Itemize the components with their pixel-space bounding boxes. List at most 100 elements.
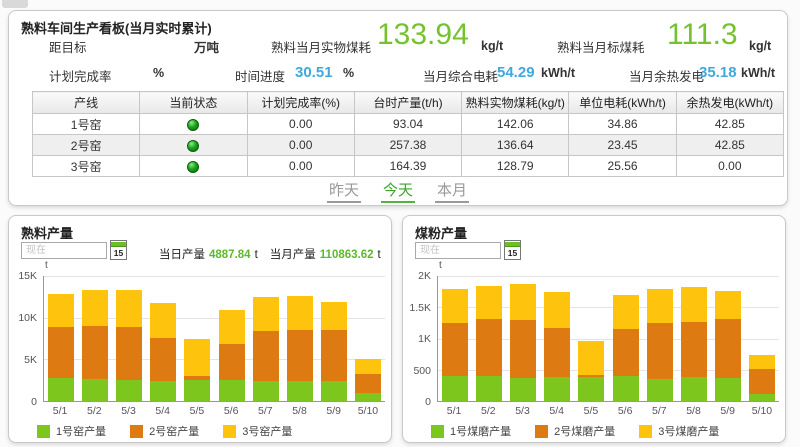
line-name-cell: 3号窑 xyxy=(31,155,141,177)
legend-label: 2号煤磨产量 xyxy=(554,426,616,438)
x-tick-label: 5/7 xyxy=(258,405,273,417)
bar-segment xyxy=(48,377,75,401)
legend-item[interactable]: 3号煤磨产量 xyxy=(639,423,719,439)
bar-segment xyxy=(578,377,605,401)
table-header-cell: 台时产量(t/h) xyxy=(353,91,463,114)
gridline xyxy=(438,338,779,340)
status-green-dot-icon xyxy=(187,139,200,152)
bar-segment xyxy=(48,326,75,378)
metric-unit-actual-coal: kg/t xyxy=(481,39,504,53)
bar-5/4 xyxy=(544,276,571,401)
legend-swatch-icon xyxy=(130,424,144,438)
y-tick-label: 0 xyxy=(425,396,431,408)
tab-yesterday[interactable]: 昨天 xyxy=(326,179,361,203)
legend-label: 1号煤磨产量 xyxy=(450,426,512,438)
bar-5/10 xyxy=(354,276,381,401)
bar-segment xyxy=(748,369,775,394)
bar-5/7 xyxy=(252,276,279,401)
y-tick-label: 15K xyxy=(18,270,37,282)
bar-segment xyxy=(286,380,313,401)
production-line-table: 产线 当前状态 计划完成率(%) 台时产量(t/h) 熟料实物煤耗(kg/t) 单位电耗(… xyxy=(31,91,785,177)
y-tick-label: 10K xyxy=(18,312,37,324)
x-tick-label: 5/10 xyxy=(357,405,379,417)
daily-output-value: 4887.84 xyxy=(209,249,251,261)
bar-5/6 xyxy=(612,276,639,401)
x-tick-label: 5/2 xyxy=(481,405,496,417)
bar-segment xyxy=(320,381,347,401)
chart-legend: 1号煤磨产量 2号煤磨产量 3号煤磨产量 xyxy=(431,423,719,439)
bar-segment xyxy=(82,325,109,380)
monthly-output-value: 110863.62 xyxy=(319,249,374,261)
legend-item[interactable]: 2号窑产量 xyxy=(130,423,199,439)
x-tick-label: 5/3 xyxy=(515,405,530,417)
status-green-dot-icon xyxy=(187,118,200,131)
status-cell xyxy=(139,134,248,156)
bar-segment xyxy=(442,322,469,376)
x-tick-label: 5/4 xyxy=(549,405,565,417)
bar-5/2 xyxy=(476,276,503,401)
gridline xyxy=(438,276,779,277)
value-cell: 257.38 xyxy=(353,134,463,156)
production-summary: 当日产量 4887.84 t 当月产量 110863.62 t xyxy=(159,246,381,262)
bar-segment xyxy=(510,320,537,379)
bar-segment xyxy=(116,380,143,401)
x-tick-label: 5/5 xyxy=(189,405,205,417)
bar-5/1 xyxy=(442,276,469,401)
bar-segment xyxy=(82,290,109,326)
bar-segment xyxy=(544,327,571,378)
value-cell: 25.56 xyxy=(568,155,677,177)
bar-5/4 xyxy=(150,276,177,401)
y-tick-label: 5K xyxy=(24,354,37,366)
bar-5/8 xyxy=(680,276,707,401)
bar-5/3 xyxy=(510,276,537,401)
x-axis-labels: 5/1 5/2 5/3 5/4 5/5 5/6 5/7 5/8 5/9 5/10 xyxy=(437,405,779,417)
bar-segment xyxy=(612,376,639,401)
monthly-output-unit: t xyxy=(377,249,381,261)
x-tick-label: 5/8 xyxy=(686,405,701,417)
chart-title: 煤粉产量 xyxy=(415,226,468,241)
legend-item[interactable]: 1号窑产量 xyxy=(37,423,106,439)
value-cell: 42.85 xyxy=(675,113,785,135)
legend-swatch-icon xyxy=(535,424,549,438)
bar-segment xyxy=(442,376,469,401)
value-cell: 0.00 xyxy=(675,155,785,177)
bar-5/10 xyxy=(748,276,775,401)
gridline xyxy=(44,276,385,277)
metric-label-target-gap: 距目标 xyxy=(49,41,87,55)
bar-segment xyxy=(150,302,177,338)
value-cell: 34.86 xyxy=(568,113,677,135)
calendar-icon[interactable]: 15 xyxy=(110,240,127,260)
x-tick-label: 5/9 xyxy=(326,405,342,417)
x-tick-label: 5/1 xyxy=(52,405,68,417)
bar-segment xyxy=(354,359,381,374)
status-green-dot-icon xyxy=(187,160,200,173)
bar-segment xyxy=(578,340,605,375)
table-header-cell: 产线 xyxy=(31,91,141,114)
metric-label-plan-rate: 计划完成率 xyxy=(49,70,112,84)
bar-segment xyxy=(680,376,707,401)
chart-title: 熟料产量 xyxy=(21,226,74,241)
bar-segment xyxy=(544,291,571,328)
legend-item[interactable]: 1号煤磨产量 xyxy=(431,423,511,439)
date-input[interactable] xyxy=(21,242,107,259)
y-tick-label: 1K xyxy=(418,333,431,345)
tab-today[interactable]: 今天 xyxy=(380,179,415,203)
table-header-cell: 单位电耗(kWh/t) xyxy=(568,91,677,114)
table-header-cell: 当前状态 xyxy=(139,91,248,114)
legend-item[interactable]: 2号煤磨产量 xyxy=(535,423,615,439)
legend-item[interactable]: 3号窑产量 xyxy=(223,423,292,439)
bar-5/5 xyxy=(184,276,211,401)
bar-segment xyxy=(354,373,381,394)
tab-month[interactable]: 本月 xyxy=(435,179,470,203)
date-input[interactable] xyxy=(415,242,501,259)
value-cell: 0.00 xyxy=(246,134,355,156)
bar-segment xyxy=(320,301,347,330)
calendar-icon[interactable]: 15 xyxy=(504,240,521,260)
table-head: 产线 当前状态 计划完成率(%) 台时产量(t/h) 熟料实物煤耗(kg/t) 单位电耗(… xyxy=(31,91,785,114)
bars-row xyxy=(44,276,385,401)
bar-5/6 xyxy=(218,276,245,401)
bar-segment xyxy=(184,380,211,401)
legend-label: 3号窑产量 xyxy=(242,426,293,438)
